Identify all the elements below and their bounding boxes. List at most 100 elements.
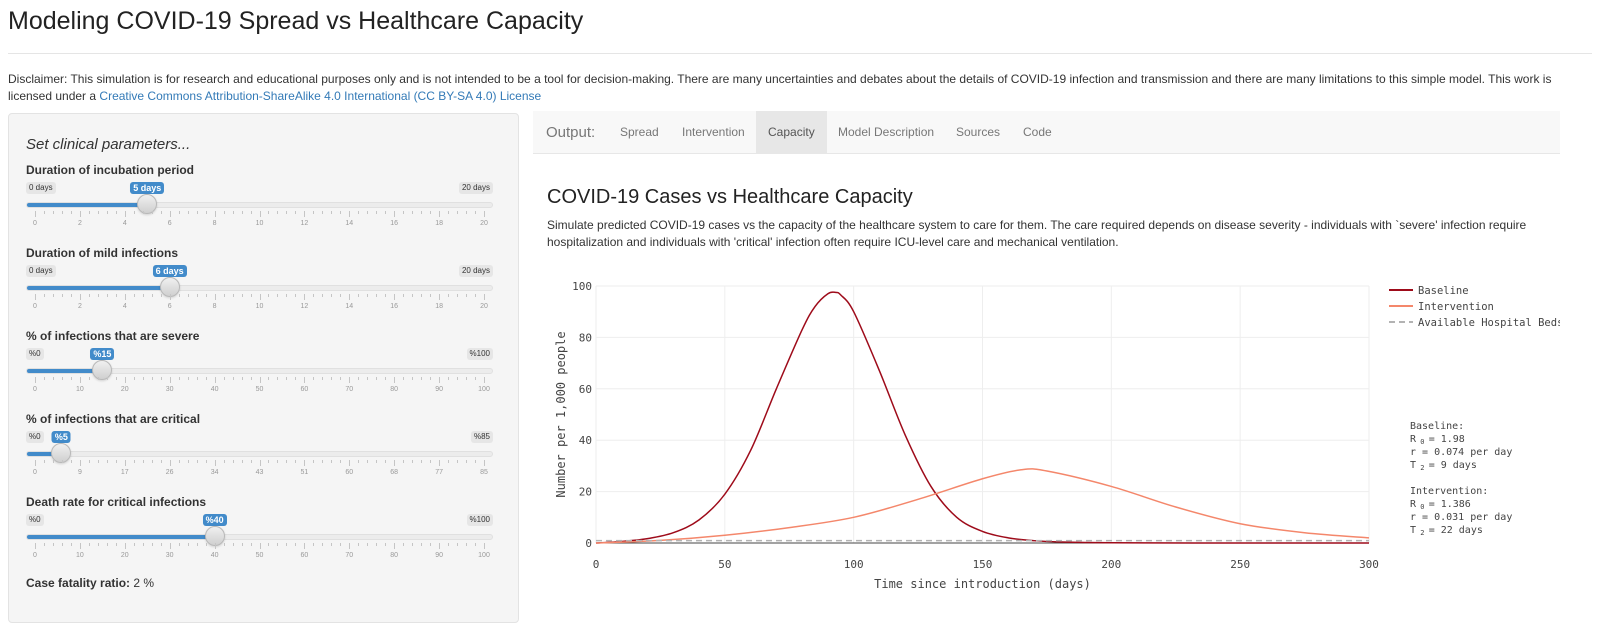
y-tick-label: 100: [572, 280, 592, 293]
slider-minor-tick: [295, 377, 297, 380]
slider-minor-tick: [187, 543, 189, 546]
slider-minor-tick: [178, 543, 180, 546]
slider-minor-tick: [457, 543, 459, 546]
slider-minor-tick: [241, 211, 243, 214]
slider-minor-tick: [331, 460, 333, 463]
slider-minor-tick: [52, 543, 54, 546]
slider-minor-tick: [223, 460, 225, 463]
slider-minor-tick: [151, 543, 153, 546]
slider-tick: [304, 460, 306, 466]
slider-minor-tick: [178, 294, 180, 297]
slider-minor-tick: [466, 377, 468, 380]
slider-minor-tick: [430, 294, 432, 297]
slider-label: Death rate for critical infections: [26, 495, 207, 509]
slider-minor-tick: [322, 294, 324, 297]
baseline-series-line[interactable]: [595, 291, 1370, 544]
slider-minor-tick: [331, 377, 333, 380]
slider-tick-label: 77: [435, 469, 443, 476]
slider-minor-tick: [466, 460, 468, 463]
tab-model-description[interactable]: Model Description: [838, 125, 935, 139]
slider-minor-tick: [331, 211, 333, 214]
y-axis-title: Number per 1,000 people: [554, 331, 568, 497]
slider-tick-label: 14: [345, 220, 354, 227]
capacity-chart[interactable]: 0 50 100 150 200 250 300 0 20 40 60 80 100 Time since…: [533, 261, 1560, 614]
slider-track[interactable]: [26, 451, 493, 457]
slider-minor-tick: [403, 294, 405, 297]
slider-minor-tick: [43, 211, 45, 214]
output-tabbar: Output: Spread Intervention Capacity Mod…: [533, 111, 1560, 154]
slider-minor-tick: [52, 377, 54, 380]
slider-tick: [169, 294, 171, 300]
slider-minor-tick: [358, 294, 360, 297]
slider-minor-tick: [61, 460, 63, 463]
slider-track[interactable]: [26, 368, 493, 374]
slider-handle[interactable]: [137, 194, 158, 214]
slider-tick-label: 70: [345, 552, 354, 559]
intervention-series-line[interactable]: [595, 468, 1370, 544]
slider-minor-tick: [313, 211, 315, 214]
tab-spread[interactable]: Spread: [620, 125, 659, 139]
slider-tick: [304, 543, 306, 549]
slider-fill: [27, 369, 104, 373]
slider-tick-label: 12: [300, 220, 309, 227]
slider-minor-tick: [376, 377, 378, 380]
cfr-value: 2 %: [130, 576, 155, 590]
tab-code[interactable]: Code: [1023, 125, 1052, 139]
slider-tick-label: 4: [122, 303, 127, 310]
slider-minor-tick: [313, 294, 315, 297]
y-tick-label: 40: [579, 434, 592, 447]
slider-tick: [124, 460, 126, 466]
slider-tick: [259, 294, 261, 300]
slider-track[interactable]: [26, 285, 493, 291]
slider-handle[interactable]: [51, 443, 72, 463]
slider-tick-label: 20: [480, 303, 488, 310]
slider-minor-tick: [115, 211, 117, 214]
slider-minor-tick: [133, 543, 135, 546]
tab-intervention[interactable]: Intervention: [682, 125, 745, 139]
tab-sources[interactable]: Sources: [956, 125, 1001, 139]
slider-tick-label: 4: [122, 220, 127, 227]
slider-minor-tick: [151, 211, 153, 214]
slider-minor-tick: [457, 460, 459, 463]
slider-minor-tick: [196, 377, 198, 380]
x-tick-label: 150: [973, 558, 993, 571]
slider-tick-label: 30: [165, 386, 174, 393]
slider-minor-tick: [52, 294, 54, 297]
tab-capacity[interactable]: Capacity: [756, 111, 827, 154]
slider-tick-label: 6: [167, 303, 172, 310]
slider-track[interactable]: [26, 202, 493, 208]
parameters-panel: Set clinical parameters... Duration of i…: [8, 113, 519, 623]
slider-minor-tick: [475, 211, 477, 214]
slider-tick: [214, 211, 216, 217]
slider-tick: [124, 377, 126, 383]
slider-minor-tick: [358, 377, 360, 380]
slider-minor-tick: [412, 294, 414, 297]
slider-minor-tick: [331, 294, 333, 297]
slider-minor-tick: [88, 543, 90, 546]
slider-minor-tick: [340, 377, 342, 380]
slider-minor-tick: [196, 211, 198, 214]
slider-minor-tick: [187, 294, 189, 297]
slider-minor-tick: [43, 377, 45, 380]
slider-minor-tick: [250, 460, 252, 463]
annotation-growth-rate: r = 0.074 per day: [1410, 447, 1512, 458]
slider-handle[interactable]: [92, 360, 113, 380]
slider-minor-tick: [88, 460, 90, 463]
slider-minor-tick: [160, 377, 162, 380]
slider-minor-tick: [61, 377, 63, 380]
slider-minor-tick: [277, 460, 279, 463]
slider-fill: [27, 535, 216, 539]
slider-minor-tick: [205, 294, 207, 297]
slider-minor-tick: [52, 211, 54, 214]
legend-label-3: Available Hospital Beds: [1418, 317, 1560, 329]
slider-fill: [27, 286, 171, 290]
slider-2: Duration of mild infections 0 days 20 days…: [26, 246, 493, 326]
slider-tick-label: 80: [390, 552, 399, 559]
slider-tick: [439, 460, 441, 466]
license-link[interactable]: Creative Commons Attribution-ShareAlike …: [99, 89, 542, 103]
slider-value-label: %40: [202, 514, 227, 526]
slider-minor-tick: [160, 543, 162, 546]
slider-value-label: 5 days: [130, 182, 165, 194]
slider-track[interactable]: [26, 534, 493, 540]
slider-minor-tick: [232, 460, 234, 463]
